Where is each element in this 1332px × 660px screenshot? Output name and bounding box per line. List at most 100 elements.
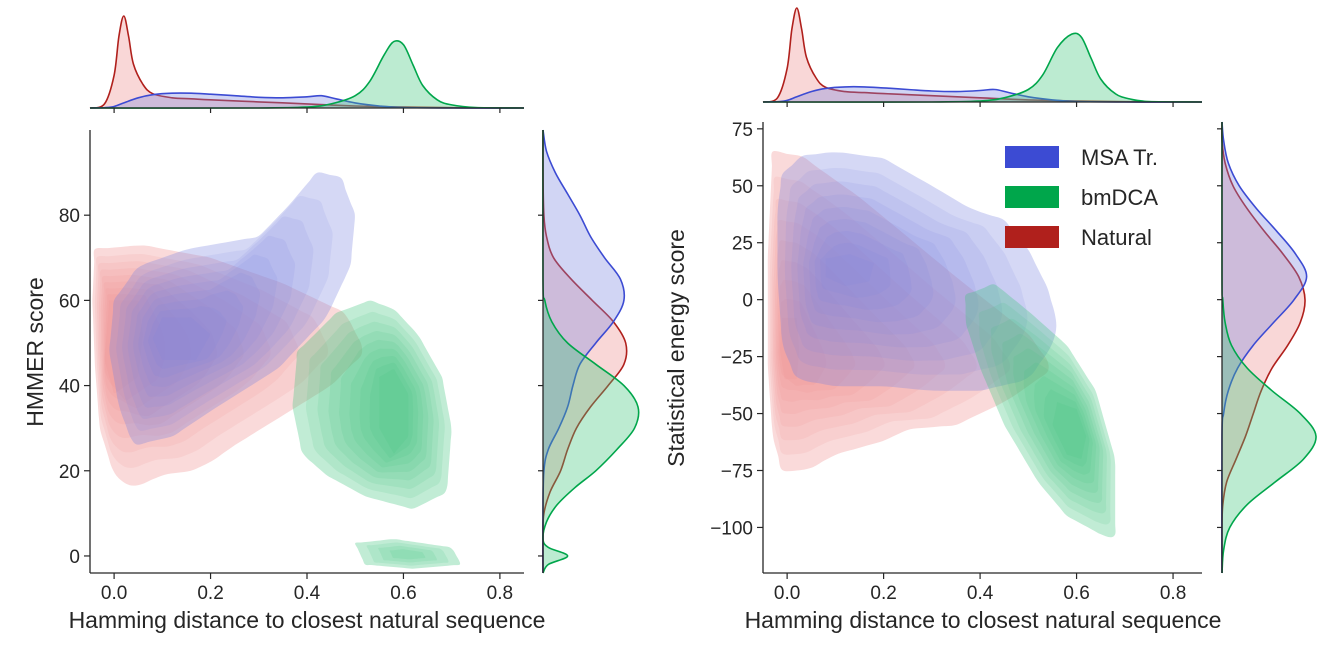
- density-level-natural: [102, 281, 218, 417]
- right-joint-plot: 0.0 0.2 0.4 0.6 0.8 −100 −75 −50 −25 0 25 50 75 Ham…: [663, 7, 1317, 633]
- x-tick-label: 0.4: [967, 583, 994, 604]
- density-natural-levels: [92, 245, 363, 486]
- density-level-bmdca: [349, 348, 424, 468]
- right-y-axis-label: Statistical energy score: [663, 229, 689, 467]
- x-tick-label: 0.0: [101, 583, 127, 604]
- y-marginal-fill-msa: [542, 130, 625, 573]
- left-right-marginal: [542, 129, 640, 574]
- density-secondary-bmdca: [389, 549, 426, 560]
- density-level-msa: [152, 317, 211, 361]
- legend-label-msa: MSA Tr.: [1081, 145, 1158, 170]
- x-tick-label: 0.0: [774, 583, 800, 604]
- density-level-msa: [809, 219, 934, 323]
- legend-swatch-msa: [1005, 146, 1059, 168]
- x-marginal-fill-bmdca: [90, 40, 524, 109]
- density-level-natural: [104, 287, 192, 409]
- left-y-ticks: 0 20 40 60 80: [59, 206, 90, 568]
- y-tick-label: 20: [59, 462, 80, 483]
- density-secondary-bmdca: [378, 545, 437, 563]
- left-top-marginal: [89, 15, 525, 109]
- x-marginal-line-bmdca: [762, 32, 1203, 103]
- density-level-bmdca: [369, 362, 414, 459]
- x-marginal-fill-msa: [763, 86, 1202, 103]
- density-level-natural: [92, 245, 363, 486]
- right-y-ticks: −100 −75 −50 −25 0 25 50 75: [710, 120, 763, 539]
- x-tick-label: 0.6: [390, 583, 416, 604]
- density-level-natural: [98, 268, 271, 438]
- density-level-bmdca: [379, 369, 409, 454]
- x-tick-label: 0.2: [197, 583, 223, 604]
- density-level-msa: [127, 235, 296, 408]
- density-level-natural: [96, 261, 299, 453]
- left-joint-plot: 0.0 0.2 0.4 0.6 0.8 0 20 40 60 80 Hamming distan…: [22, 15, 640, 633]
- right-right-marginal-ticks: [1217, 128, 1222, 529]
- density-level-msa: [133, 254, 278, 397]
- x-marginal-fill-bmdca: [763, 33, 1202, 103]
- y-tick-label: 25: [732, 234, 753, 255]
- y-tick-label: −50: [721, 405, 753, 426]
- y-marginal-fill-bmdca: [1221, 122, 1317, 573]
- legend-swatch-natural: [1005, 226, 1059, 248]
- right-main-density-fills: [767, 150, 1116, 538]
- right-right-marginal: [1220, 121, 1317, 574]
- right-x-axis-label: Hamming distance to closest natural sequ…: [745, 607, 1222, 633]
- density-level-natural: [774, 240, 915, 414]
- density-natural-levels: [767, 150, 1049, 472]
- x-tick-label: 0.8: [487, 583, 513, 604]
- y-marginal-fill-msa: [1221, 122, 1307, 573]
- y-marginal-line-msa: [542, 129, 626, 574]
- x-tick-label: 0.2: [870, 583, 896, 604]
- right-top-marginal-ticks: [786, 102, 1174, 107]
- density-level-natural: [104, 300, 143, 394]
- density-level-bmdca: [359, 355, 419, 463]
- density-level-natural: [767, 150, 1049, 472]
- right-x-ticks: 0.0 0.2 0.4 0.6 0.8: [774, 573, 1186, 604]
- density-level-msa: [148, 306, 227, 369]
- density-level-msa: [116, 195, 333, 431]
- y-marginal-fill-bmdca: [542, 130, 639, 573]
- density-msa-levels: [777, 152, 1057, 391]
- density-level-bmdca: [1013, 348, 1100, 493]
- density-msa-levels: [109, 172, 355, 445]
- y-tick-label: 50: [732, 177, 753, 198]
- density-level-bmdca: [1023, 362, 1097, 484]
- left-x-axis-label: Hamming distance to closest natural sequ…: [69, 607, 546, 633]
- legend: MSA Tr. bmDCA Natural: [1005, 145, 1158, 250]
- x-marginal-line-natural: [762, 7, 1203, 103]
- density-level-msa: [814, 230, 912, 310]
- density-level-msa: [797, 194, 979, 348]
- density-level-natural: [775, 260, 885, 402]
- density-level-natural: [778, 298, 827, 386]
- density-level-msa: [784, 167, 1028, 375]
- density-level-msa: [138, 272, 261, 387]
- density-level-bmdca: [328, 330, 434, 481]
- density-bmdca-levels: [292, 300, 461, 569]
- density-level-natural: [772, 219, 946, 427]
- density-level-bmdca: [292, 300, 452, 509]
- left-main-density-fills: [92, 172, 461, 569]
- y-marginal-line-msa: [1221, 121, 1308, 574]
- density-secondary-bmdca: [355, 539, 461, 569]
- density-level-msa: [122, 216, 314, 420]
- density-level-natural: [94, 253, 329, 468]
- density-level-bmdca: [305, 311, 445, 499]
- x-marginal-line-bmdca: [89, 39, 525, 109]
- density-level-msa: [803, 206, 956, 335]
- density-level-msa: [143, 290, 244, 378]
- density-level-bmdca: [964, 284, 1116, 538]
- density-level-natural: [769, 176, 1011, 455]
- density-level-natural: [100, 274, 244, 426]
- y-marginal-line-bmdca: [542, 129, 640, 574]
- y-tick-label: −25: [721, 348, 753, 369]
- density-level-bmdca: [990, 318, 1107, 514]
- y-tick-label: 60: [59, 291, 80, 312]
- density-level-natural: [780, 317, 800, 380]
- y-marginal-line-bmdca: [1221, 121, 1317, 574]
- y-tick-label: 0: [742, 291, 753, 312]
- density-level-bmdca: [978, 302, 1111, 525]
- density-level-natural: [771, 198, 977, 441]
- legend-swatch-bmdca: [1005, 186, 1059, 208]
- x-tick-label: 0.4: [294, 583, 321, 604]
- density-level-bmdca: [1052, 402, 1087, 459]
